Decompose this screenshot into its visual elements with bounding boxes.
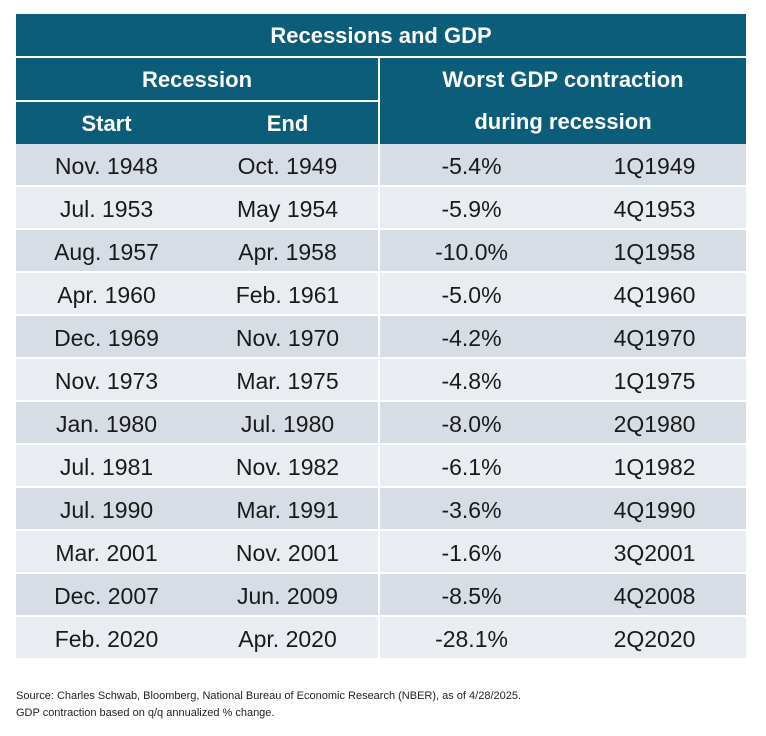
gdp-contraction-cell: -1.6% — [441, 540, 502, 566]
table-row: Dec. 1969 Nov. 1970 -4.2% 4Q1970 — [16, 316, 746, 359]
gdp-contraction-cell: -28.1% — [435, 626, 508, 652]
gdp-contraction-cell: -4.8% — [441, 368, 502, 394]
method-note: GDP contraction based on q/q annualized … — [16, 707, 275, 719]
gdp-contraction-cell: -10.0% — [435, 239, 508, 265]
gdp-contraction-cell: -8.5% — [441, 583, 502, 609]
quarter-cell: 4Q1953 — [613, 196, 696, 222]
table-row: Apr. 1960 Feb. 1961 -5.0% 4Q1960 — [16, 273, 746, 316]
gdp-contraction-cell: -5.0% — [441, 282, 502, 308]
table-row: Nov. 1948 Oct. 1949 -5.4% 1Q1949 — [16, 144, 746, 187]
start-cell: Feb. 2020 — [54, 626, 159, 652]
quarter-cell: 4Q1960 — [613, 282, 696, 308]
end-cell: Mar. 1991 — [197, 488, 380, 529]
start-column-header: Start — [81, 111, 132, 136]
recession-header: Recession — [16, 58, 378, 102]
table-row: Aug. 1957 Apr. 1958 -10.0% 1Q1958 — [16, 230, 746, 273]
start-cell: Nov. 1948 — [54, 153, 159, 179]
gdp-contraction-header-label: Worst GDP contraction during recession — [442, 67, 684, 134]
recession-header-group: Recession Start End — [16, 58, 380, 144]
end-column-header: End — [266, 111, 309, 136]
end-cell: Nov. 1982 — [197, 445, 380, 486]
quarter-cell: 3Q2001 — [613, 540, 696, 566]
end-cell: Nov. 1970 — [197, 316, 380, 357]
end-cell: Feb. 1961 — [197, 273, 380, 314]
quarter-cell: 2Q2020 — [613, 626, 696, 652]
quarter-cell: 1Q1982 — [613, 454, 696, 480]
gdp-contraction-cell: -5.9% — [441, 196, 502, 222]
table-row: Jul. 1990 Mar. 1991 -3.6% 4Q1990 — [16, 488, 746, 531]
end-cell: Mar. 1975 — [197, 359, 380, 400]
table-row: Jul. 1981 Nov. 1982 -6.1% 1Q1982 — [16, 445, 746, 488]
end-cell: Oct. 1949 — [197, 144, 380, 185]
end-cell: Apr. 2020 — [197, 617, 380, 658]
gdp-contraction-cell: -3.6% — [441, 497, 502, 523]
start-cell: Jan. 1980 — [55, 411, 158, 437]
table-body: Nov. 1948 Oct. 1949 -5.4% 1Q1949 Jul. 1953 Ma… — [16, 144, 746, 660]
table-header: Recession Start End Worst GDP contractio… — [16, 58, 746, 144]
start-cell: Apr. 1960 — [57, 282, 156, 308]
start-cell: Nov. 1973 — [54, 368, 159, 394]
end-cell: Apr. 1958 — [197, 230, 380, 271]
recessions-table: Recessions and GDP Recession Start End W… — [16, 14, 746, 660]
start-cell: Dec. 2007 — [54, 583, 159, 609]
gdp-contraction-cell: -5.4% — [441, 153, 502, 179]
table-row: Mar. 2001 Nov. 2001 -1.6% 3Q2001 — [16, 531, 746, 574]
table-row: Feb. 2020 Apr. 2020 -28.1% 2Q2020 — [16, 617, 746, 660]
table-title: Recessions and GDP — [16, 14, 746, 58]
start-cell: Aug. 1957 — [54, 239, 159, 265]
table-row: Jul. 1953 May 1954 -5.9% 4Q1953 — [16, 187, 746, 230]
source-note: Source: Charles Schwab, Bloomberg, Natio… — [16, 690, 522, 702]
quarter-cell: 2Q1980 — [613, 411, 696, 437]
table-row: Dec. 2007 Jun. 2009 -8.5% 4Q2008 — [16, 574, 746, 617]
quarter-cell: 1Q1949 — [613, 153, 696, 179]
table-row: Jan. 1980 Jul. 1980 -8.0% 2Q1980 — [16, 402, 746, 445]
start-cell: Jul. 1953 — [59, 196, 154, 222]
gdp-contraction-cell: -8.0% — [441, 411, 502, 437]
quarter-cell: 4Q2008 — [613, 583, 696, 609]
start-cell: Jul. 1990 — [59, 497, 154, 523]
footnotes: Source: Charles Schwab, Bloomberg, Natio… — [16, 688, 521, 722]
end-cell: May 1954 — [197, 187, 380, 228]
gdp-contraction-cell: -6.1% — [441, 454, 502, 480]
start-cell: Dec. 1969 — [54, 325, 159, 351]
quarter-cell: 1Q1975 — [613, 368, 696, 394]
end-cell: Jun. 2009 — [197, 574, 380, 615]
quarter-cell: 4Q1990 — [613, 497, 696, 523]
table-row: Nov. 1973 Mar. 1975 -4.8% 1Q1975 — [16, 359, 746, 402]
end-cell: Nov. 2001 — [197, 531, 380, 572]
end-cell: Jul. 1980 — [197, 402, 380, 443]
quarter-cell: 4Q1970 — [613, 325, 696, 351]
gdp-contraction-cell: -4.2% — [441, 325, 502, 351]
quarter-cell: 1Q1958 — [613, 239, 696, 265]
start-cell: Mar. 2001 — [55, 540, 158, 566]
start-cell: Jul. 1981 — [59, 454, 154, 480]
gdp-contraction-header: Worst GDP contraction during recession — [380, 58, 746, 144]
